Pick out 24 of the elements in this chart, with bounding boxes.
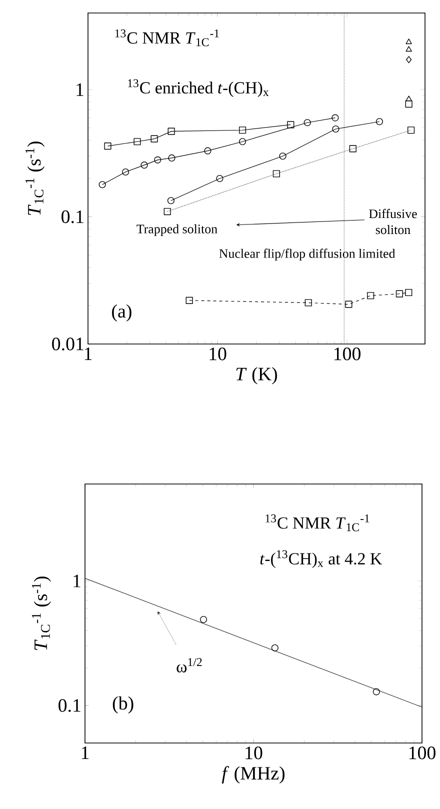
x-tick-label: 100 bbox=[410, 746, 436, 760]
annotation: $^{13}$C NMR T$_{1C}$-1 bbox=[116, 29, 220, 46]
x-tick-label: 10 bbox=[210, 348, 226, 360]
x-axis-title: f (MHz) bbox=[222, 766, 285, 784]
y-tick-label: 0.1 bbox=[62, 210, 84, 224]
x-tick-label: 10 bbox=[246, 746, 262, 760]
y-tick-label: 1 bbox=[74, 574, 81, 588]
annotation: t-($^{13}$CH)$_{x}$ at 4.2 K bbox=[260, 550, 382, 568]
annotation: Nuclear flip/flop diffusion limited bbox=[219, 248, 396, 261]
annotation: (a) bbox=[112, 304, 132, 322]
annotation: Trapped soliton bbox=[136, 224, 218, 236]
y-tick-label: 0.1 bbox=[58, 699, 81, 712]
annotation: $^{13}$C NMR T$_{1C}$-1 bbox=[266, 514, 370, 532]
annotation: $^{13}$C enriched t-(CH)$_{x}$ bbox=[128, 79, 269, 97]
annotation: Diffusive soliton bbox=[369, 208, 418, 234]
y-axis-title: T$_{1C}$$^{-1}$ (s$^{-1}$) bbox=[26, 142, 45, 215]
x-tick-label: 1 bbox=[85, 348, 92, 360]
x-axis-title: T (K) bbox=[236, 367, 278, 384]
x-tick-label: 100 bbox=[334, 348, 361, 360]
y-axis-title: T$_{1C}$$^{-1}$ (s$^{-1}$) bbox=[32, 576, 52, 650]
y-tick-label: 0.01 bbox=[52, 338, 84, 350]
annotation: ω$^{1/2}$ bbox=[176, 658, 202, 672]
annotation: (b) bbox=[113, 696, 134, 714]
y-tick-label: 1 bbox=[76, 83, 84, 96]
